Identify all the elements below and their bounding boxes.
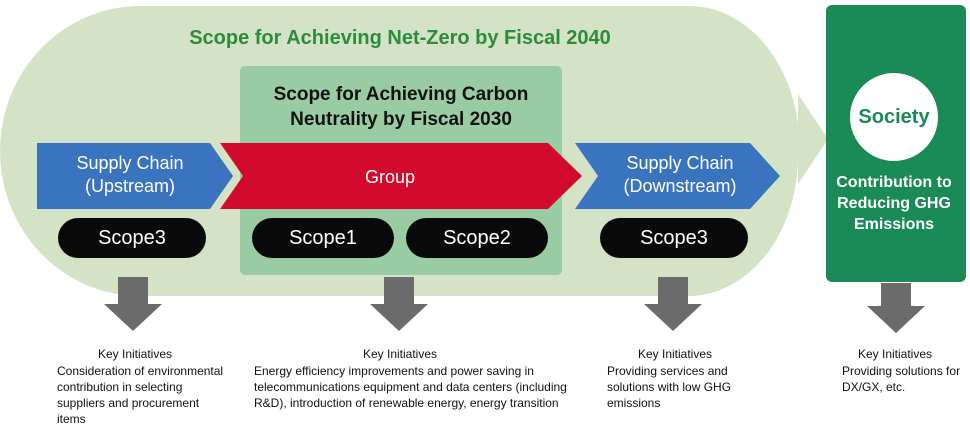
- upstream-arrow: [37, 143, 233, 209]
- scope2-pill: Scope2: [406, 218, 548, 258]
- net-zero-title: Scope for Achieving Net-Zero by Fiscal 2…: [189, 27, 611, 49]
- society-description: Contribution to Reducing GHG Emissions: [836, 174, 952, 233]
- upstream-label: Supply Chain (Upstream): [76, 153, 184, 196]
- downstream-label: Supply Chain (Downstream): [623, 153, 737, 196]
- initiative-upstream: Consideration of environmental contribut…: [57, 364, 224, 426]
- initiative-society: Providing solutions for DX/GX, etc.: [842, 364, 961, 394]
- key-initiatives-heading-society: Key Initiatives: [857, 347, 933, 361]
- initiative-downstream: Providing services and solutions with lo…: [607, 364, 732, 410]
- down-arrow-society: [867, 283, 925, 333]
- group-arrow: [220, 143, 582, 209]
- key-initiatives-heading-group: Key Initiatives: [362, 347, 438, 361]
- down-arrow-upstream: [104, 277, 162, 331]
- down-arrow-group: [370, 277, 428, 331]
- group-label: Group: [364, 167, 416, 187]
- society-circle: Society: [850, 73, 938, 161]
- downstream-arrow: [575, 143, 780, 209]
- down-arrow-downstream: [644, 277, 702, 331]
- initiative-group: Energy efficiency improvements and power…: [254, 364, 567, 410]
- scope3-upstream-pill: Scope3: [58, 218, 206, 258]
- scope3-downstream-pill: Scope3: [600, 218, 748, 258]
- carbon-neutral-title: Scope for Achieving Carbon Neutrality by…: [273, 84, 529, 130]
- scope1-pill: Scope1: [252, 218, 394, 258]
- key-initiatives-heading-downstream: Key Initiatives: [637, 347, 713, 361]
- key-initiatives-heading-upstream: Key Initiatives: [97, 347, 173, 361]
